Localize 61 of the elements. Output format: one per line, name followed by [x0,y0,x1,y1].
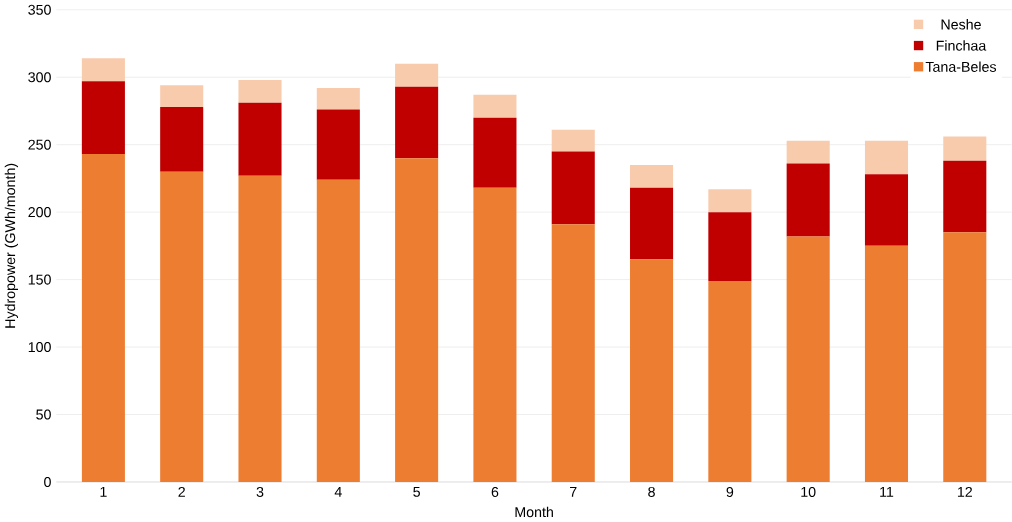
y-tick-label: 300 [28,72,51,83]
x-tick-label: 9 [726,486,734,498]
bar [238,175,282,483]
bar [473,117,517,188]
y-tick-label: 350 [28,4,51,15]
x-tick-label: 12 [957,486,972,497]
x-tick-label: 5 [413,486,420,497]
bar [630,187,674,260]
y-axis-title: Hydropower (GWh/month) [4,163,19,328]
x-tick-label: 1 [100,486,107,497]
y-tick-label: 100 [28,342,51,353]
bar [551,129,595,152]
x-tick-label: 7 [570,486,577,497]
y-tick-label: 50 [36,409,51,420]
x-tick-label: 3 [256,486,264,498]
bar [708,281,752,483]
x-tick-label: 4 [334,486,342,497]
legend-label: Finchaa [936,40,987,51]
bar [395,158,439,483]
legend-label: Tana-Beles [925,61,997,72]
x-axis-title: Month [515,506,553,518]
bar [81,81,125,155]
bar [786,163,830,237]
bar [316,88,360,110]
bar [316,179,360,483]
bar [551,151,595,225]
x-tick-label: 6 [491,486,499,498]
y-tick-label: 0 [44,476,51,488]
bar [708,212,752,281]
bar [708,189,752,213]
bar [943,160,987,233]
bar [864,174,909,246]
y-tick-label: 200 [28,207,51,218]
bar [630,164,674,188]
x-tick-label: 11 [880,486,894,497]
bar [395,86,439,159]
bar [943,136,987,161]
bar [160,171,204,483]
y-tick-label: 250 [28,139,51,150]
bar [786,236,830,483]
bar [786,140,830,164]
bar [160,106,204,172]
bar [81,154,125,483]
bar [160,85,204,107]
bar [864,245,909,483]
legend-label: Neshe [941,19,981,30]
bar [473,94,517,118]
bar [551,224,595,483]
x-tick-label: 2 [178,486,185,497]
x-tick-label: 8 [648,486,655,498]
bar [943,232,987,483]
bar [864,140,909,175]
bar [395,63,439,87]
bar [316,109,360,180]
bar [81,58,125,82]
x-tick-label: 10 [801,486,816,498]
y-tick-label: 150 [28,274,51,285]
bar [473,187,517,483]
bar [238,79,282,103]
bar [630,259,674,483]
bar [238,102,282,176]
